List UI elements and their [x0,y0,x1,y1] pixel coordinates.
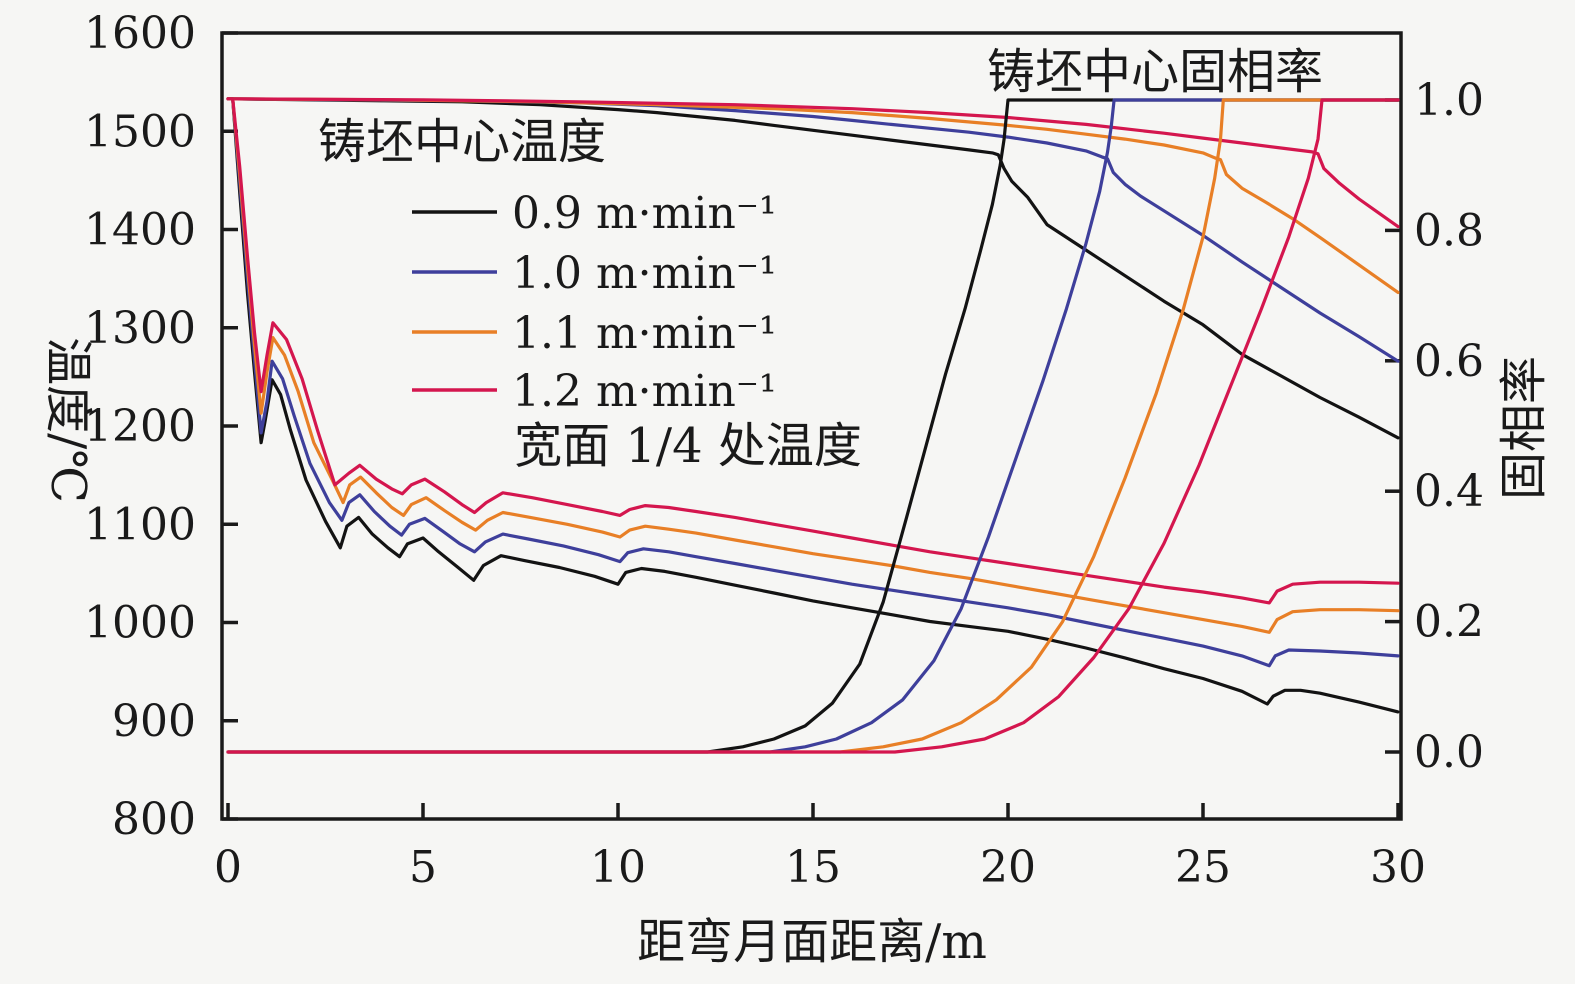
curve-solid-fraction-1.0 [226,98,1400,754]
left-tick-label: 1500 [84,106,196,157]
right-tick-label: 0.4 [1414,466,1484,517]
left-tick-label: 1100 [84,499,196,550]
right-tick-label: 0.2 [1414,597,1484,648]
left-tick-label: 1300 [84,303,196,354]
x-tick-label: 10 [590,842,646,893]
right-tick-label: 0.0 [1414,727,1484,778]
legend-label-1.0: 1.0 m·min⁻¹ [512,248,777,299]
solid-fraction-title: 铸坯中心固相率 [987,44,1323,100]
curve-wide-face-temp-1.2 [226,97,1400,605]
left-tick-label: 800 [112,794,196,845]
curve-layer [226,97,1400,754]
x-tick-label: 25 [1175,842,1231,893]
curve-wide-face-temp-1.0 [226,97,1400,668]
right-tick-label: 1.0 [1414,75,1484,126]
legend-heading: 铸坯中心温度 [318,114,606,170]
x-tick-label: 15 [785,842,841,893]
axis-tick-labels: 1600 1500 1400 1300 1200 1100 1000 900 800 1.0 0.8… [84,8,1484,893]
wide-face-label: 宽面 1/4 处温度 [514,418,862,474]
curve-solid-fraction-1.2 [226,98,1400,754]
x-tick-label: 5 [409,842,437,893]
curve-solid-fraction-0.9 [226,98,1400,754]
curve-solid-fraction-1.1 [226,98,1400,754]
x-tick-label: 30 [1370,842,1426,893]
legend-label-1.1: 1.1 m·min⁻¹ [512,308,777,359]
left-tick-label: 1000 [84,598,196,649]
right-tick-label: 0.6 [1414,336,1484,387]
right-tick-label: 0.8 [1414,205,1484,256]
x-tick-label: 0 [214,842,242,893]
curve-wide-face-temp-1.1 [226,97,1400,634]
left-axis-title: 温度/℃ [40,337,96,503]
curve-center-temp-1.1 [226,97,1400,294]
curve-wide-face-temp-0.9 [226,97,1400,714]
x-axis-title: 距弯月面距离/m [637,914,987,970]
legend-line-samples [412,210,497,392]
left-tick-label: 1200 [84,401,196,452]
x-tick-label: 20 [980,842,1036,893]
legend-label-0.9: 0.9 m·min⁻¹ [512,188,777,239]
right-axis-title: 固相率 [1496,356,1552,500]
curve-center-temp-0.9 [226,97,1400,440]
curve-center-temp-1.2 [226,97,1400,229]
left-tick-label: 900 [112,696,196,747]
left-tick-label: 1400 [84,205,196,256]
legend-label-1.2: 1.2 m·min⁻¹ [512,366,777,417]
left-tick-label: 1600 [84,8,196,59]
